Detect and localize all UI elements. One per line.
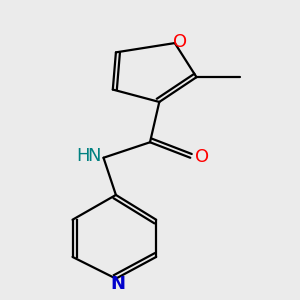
Text: N: N <box>110 275 125 293</box>
Text: N: N <box>87 147 101 165</box>
Text: O: O <box>195 148 209 166</box>
Text: O: O <box>173 32 188 50</box>
Text: H: H <box>76 147 90 165</box>
